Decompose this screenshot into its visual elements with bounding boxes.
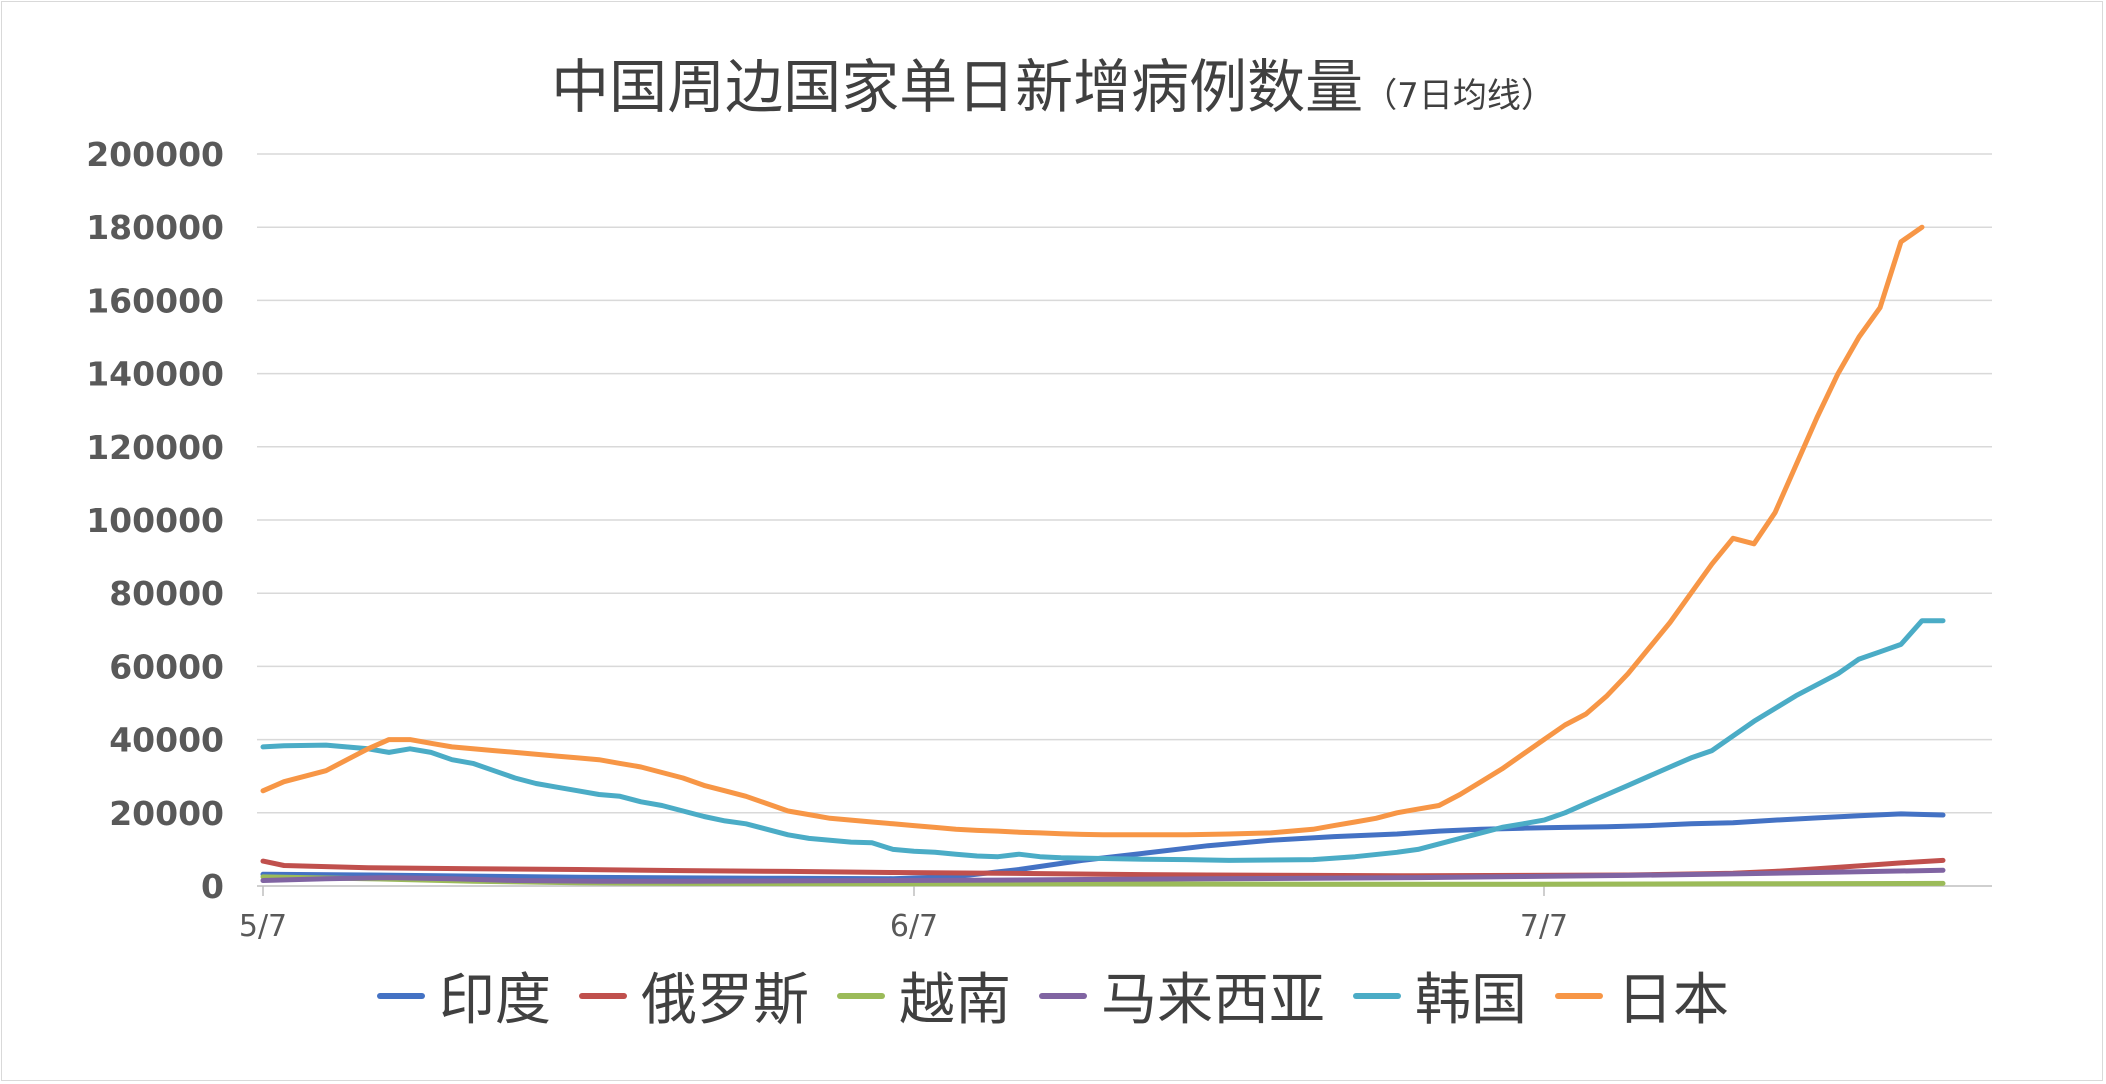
legend-label: 马来西亚 xyxy=(1101,968,1325,1033)
legend-item: 韩国 xyxy=(1353,955,1527,1036)
series-line-4 xyxy=(260,618,1946,863)
chart-title-main: 中国周边国家单日新增病例数量 xyxy=(551,53,1364,121)
series-line-0 xyxy=(260,811,1946,882)
gridlines xyxy=(257,153,1992,814)
legend-item: 俄罗斯 xyxy=(579,955,809,1036)
y-tick-label: 120000 xyxy=(86,428,224,467)
legend-swatch xyxy=(1555,992,1603,999)
series-line-5 xyxy=(260,224,1925,838)
y-tick-label: 60000 xyxy=(109,647,224,686)
x-tick-label: 7/7 xyxy=(1520,909,1568,944)
y-tick-label: 0 xyxy=(201,867,224,906)
x-axis: 5/7 6/7 7/7 xyxy=(239,885,1992,944)
y-tick-label: 200000 xyxy=(86,135,224,174)
legend-swatch xyxy=(579,992,627,999)
legend-swatch xyxy=(837,992,885,999)
legend-item: 日本 xyxy=(1555,955,1729,1036)
y-tick-label: 140000 xyxy=(86,355,224,394)
x-tick-label: 6/7 xyxy=(890,909,938,944)
legend-item: 印度 xyxy=(377,955,551,1036)
legend-swatch xyxy=(377,992,425,999)
series-line-1 xyxy=(260,857,1946,879)
legend-label: 韩国 xyxy=(1415,968,1527,1033)
x-tick-label: 5/7 xyxy=(239,909,287,944)
legend-swatch xyxy=(1039,992,1087,999)
y-tick-label: 160000 xyxy=(86,281,224,320)
y-tick-label: 180000 xyxy=(86,208,224,247)
chart-title: 中国周边国家单日新增病例数量（7日均线） xyxy=(0,40,2106,124)
legend-label: 越南 xyxy=(899,968,1011,1033)
y-axis: 0 20000 40000 60000 80000 100000 120000 140000 1… xyxy=(86,135,224,906)
legend-swatch xyxy=(1353,992,1401,999)
series-line-3 xyxy=(260,867,1946,884)
legend-item: 马来西亚 xyxy=(1039,955,1325,1036)
y-tick-label: 80000 xyxy=(109,574,224,613)
y-tick-label: 20000 xyxy=(109,794,224,833)
legend-label: 印度 xyxy=(439,968,551,1033)
y-tick-label: 100000 xyxy=(86,501,224,540)
legend-label: 俄罗斯 xyxy=(641,968,809,1033)
legend: 印度 俄罗斯 越南 马来西亚 韩国 日本 xyxy=(0,955,2106,1036)
legend-item: 越南 xyxy=(837,955,1011,1036)
legend-label: 日本 xyxy=(1617,968,1729,1033)
chart-subtitle: （7日均线） xyxy=(1363,76,1555,116)
series-lines xyxy=(260,224,1946,887)
y-tick-label: 40000 xyxy=(109,721,224,760)
